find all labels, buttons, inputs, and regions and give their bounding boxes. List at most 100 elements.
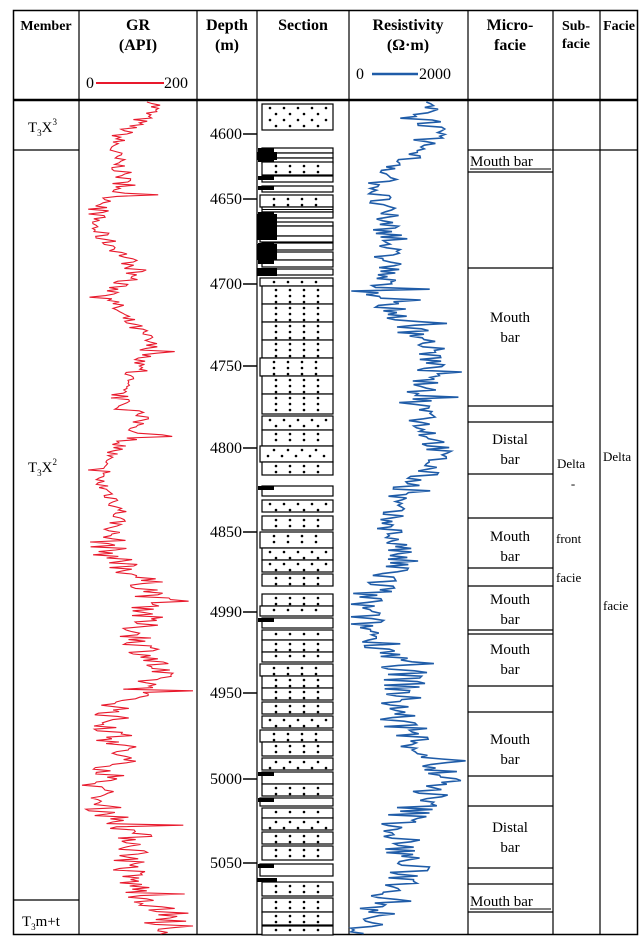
sand-dot	[324, 418, 328, 422]
shale-band	[257, 244, 277, 260]
sand-dot	[300, 540, 304, 544]
sand-dot	[302, 602, 306, 606]
lithology-bed	[261, 817, 334, 831]
gr-scale: 0 200	[86, 75, 188, 92]
sand-dot	[286, 203, 290, 207]
sand-dot	[288, 696, 292, 700]
sand-dot	[274, 724, 278, 728]
sand-dot	[310, 502, 314, 506]
sand-dot	[302, 300, 306, 304]
sand-dot	[286, 534, 290, 538]
sand-dot	[288, 760, 292, 764]
mud-band	[258, 148, 274, 152]
sand-dot	[302, 384, 306, 388]
sand-dot	[316, 288, 320, 292]
sand-dot	[302, 928, 306, 932]
sand-dot	[316, 318, 320, 322]
sand-dot	[316, 890, 320, 894]
lithology-bed	[261, 339, 334, 359]
lithology-bed	[261, 675, 334, 689]
sand-dot	[314, 197, 318, 201]
sand-dot	[302, 684, 306, 688]
sand-dot	[302, 518, 306, 522]
sand-dot	[302, 402, 306, 406]
lithology-bed	[261, 911, 334, 926]
sand-dot	[302, 690, 306, 694]
sand-dot	[316, 920, 320, 924]
sand-dot	[302, 396, 306, 400]
sand-dot	[302, 432, 306, 436]
sand-dot	[300, 203, 304, 207]
microfacies-label: Mouth bar	[470, 894, 533, 910]
sand-dot	[274, 654, 278, 658]
sand-dot	[302, 642, 306, 646]
lithology-bed	[259, 194, 334, 208]
sand-dot	[316, 678, 320, 682]
sand-dot	[302, 164, 306, 168]
sand-dot	[316, 508, 320, 512]
sand-dot	[302, 854, 306, 858]
sand-dot	[288, 678, 292, 682]
sand-dot	[272, 197, 276, 201]
sand-dot	[316, 840, 320, 844]
sand-dot	[268, 562, 272, 566]
sand-dot	[302, 710, 306, 714]
sand-dot	[288, 690, 292, 694]
sand-dot	[316, 164, 320, 168]
sand-dot	[272, 608, 276, 612]
lithology-bed	[261, 629, 334, 641]
sand-dot	[268, 718, 272, 722]
sand-dot	[288, 724, 292, 728]
sand-dot	[288, 582, 292, 586]
sand-dot	[286, 540, 290, 544]
sand-dot	[314, 608, 318, 612]
microfacies-label: Mouth	[490, 310, 531, 326]
sand-dot	[316, 112, 320, 116]
header-depth-unit: (m)	[215, 37, 239, 54]
sand-dot	[316, 424, 320, 428]
sand-dot	[302, 848, 306, 852]
gr-scale-max: 200	[164, 75, 188, 92]
sand-dot	[274, 744, 278, 748]
sand-dot	[288, 750, 292, 754]
depth-tick-label: 4750	[210, 358, 242, 375]
sand-dot	[288, 834, 292, 838]
sand-dot	[302, 306, 306, 310]
sand-dot	[272, 666, 276, 670]
sand-dot	[314, 540, 318, 544]
depth-tick-label: 4700	[210, 276, 242, 293]
sand-dot	[300, 672, 304, 676]
sand-dot	[316, 596, 320, 600]
sand-dot	[316, 750, 320, 754]
sand-dot	[288, 524, 292, 528]
lithology-bed	[261, 415, 334, 431]
mud-band	[258, 618, 274, 622]
mud-band	[258, 798, 274, 802]
sand-dot	[316, 834, 320, 838]
sand-dot	[274, 170, 278, 174]
sand-dot	[274, 576, 278, 580]
facie-labels: Delta facie	[603, 449, 631, 613]
microfacies-label-line2: bar	[500, 330, 519, 346]
sand-dot	[302, 582, 306, 586]
mud-band	[258, 176, 274, 180]
lithology-bed	[259, 277, 334, 287]
lithology-bed	[261, 807, 334, 819]
sand-dot	[314, 360, 318, 364]
sand-dot	[288, 792, 292, 796]
sand-dot	[274, 524, 278, 528]
sand-dot	[272, 366, 276, 370]
sand-dot	[316, 724, 320, 728]
sand-dot	[288, 704, 292, 708]
lithology-bed	[261, 757, 334, 771]
sand-dot	[300, 534, 304, 538]
sand-dot	[316, 786, 320, 790]
sand-dot	[316, 432, 320, 436]
sand-dot	[308, 454, 312, 458]
sand-dot	[314, 732, 318, 736]
sand-dot	[274, 834, 278, 838]
sand-dot	[316, 704, 320, 708]
sand-dot	[302, 704, 306, 708]
sand-dot	[316, 884, 320, 888]
sand-dot	[288, 288, 292, 292]
